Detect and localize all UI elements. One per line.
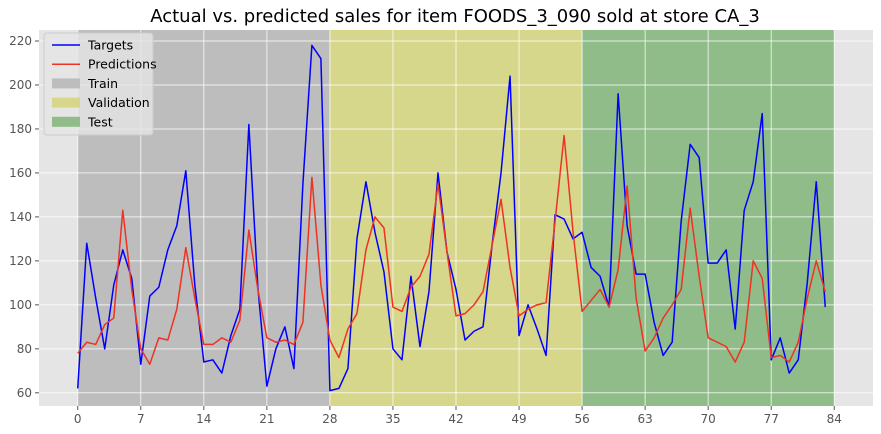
x-tick-label: 77 <box>764 412 779 426</box>
y-tick-label: 120 <box>9 254 32 268</box>
series-line-targets <box>76 44 827 392</box>
x-axis: 0 7 14 21 28 35 42 49 56 63 70 77 84 <box>74 406 842 426</box>
legend-swatch <box>52 78 80 89</box>
x-tick-label: 14 <box>196 412 211 426</box>
x-tick-label: 0 <box>74 412 82 426</box>
legend-swatch <box>52 97 80 108</box>
grid <box>39 30 873 406</box>
series-line-predictions <box>77 134 826 365</box>
x-tick-label: 28 <box>322 412 337 426</box>
y-tick-label: 100 <box>9 298 32 312</box>
legend-label: Targets <box>87 38 133 53</box>
legend-box <box>43 32 154 136</box>
y-tick-label: 140 <box>9 210 32 224</box>
chart-title: Actual vs. predicted sales for item FOOD… <box>150 6 760 27</box>
y-tick-label: 220 <box>9 34 32 48</box>
x-tick-label: 42 <box>448 412 463 426</box>
legend-label: Test <box>87 114 113 129</box>
x-tick-label: 56 <box>574 412 589 426</box>
legend-swatch <box>52 116 80 127</box>
y-tick-label: 160 <box>9 166 32 180</box>
y-tick-label: 60 <box>17 386 32 400</box>
legend-label: Validation <box>88 95 150 110</box>
x-tick-label: 21 <box>259 412 274 426</box>
x-tick-label: 63 <box>637 412 652 426</box>
legend-label: Predictions <box>88 57 157 72</box>
series <box>76 44 827 392</box>
y-tick-label: 180 <box>9 122 32 136</box>
x-tick-label: 35 <box>385 412 400 426</box>
y-tick-label: 200 <box>9 78 32 92</box>
legend: Targets Predictions Train Validation Test <box>43 32 157 136</box>
x-tick-label: 70 <box>701 412 716 426</box>
legend-label: Train <box>87 76 118 91</box>
x-tick-label: 84 <box>827 412 842 426</box>
x-tick-label: 49 <box>511 412 526 426</box>
x-tick-label: 7 <box>137 412 145 426</box>
y-tick-label: 80 <box>17 342 32 356</box>
y-axis: 60 80 100 120 140 160 180 200 220 <box>9 34 39 400</box>
